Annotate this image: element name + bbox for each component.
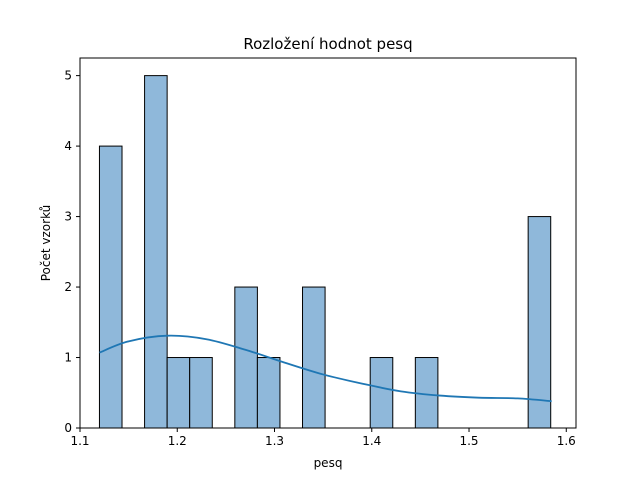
x-tick-label: 1.5 [459, 434, 478, 448]
y-tick-label: 1 [64, 351, 72, 365]
x-tick-label: 1.2 [168, 434, 187, 448]
y-tick-label: 3 [64, 210, 72, 224]
histogram-bar [369, 357, 394, 429]
plot-area-frame [79, 57, 577, 429]
bars-group [98, 75, 552, 429]
histogram-bar [234, 286, 258, 429]
y-tick-label: 5 [64, 69, 72, 83]
histogram-bar [166, 357, 191, 429]
y-tick-label: 4 [64, 139, 72, 153]
y-tick-label: 2 [64, 280, 72, 294]
x-tick-label: 1.1 [70, 434, 89, 448]
x-tick-label: 1.4 [362, 434, 381, 448]
kde-group [99, 334, 552, 403]
x-axis-label: pesq [314, 456, 343, 470]
histogram-bar [256, 357, 281, 429]
y-axis-ticks: 0 1 2 3 4 5 [64, 69, 80, 435]
chart-title: Rozložení hodnot pesq [243, 35, 412, 53]
x-axis-ticks: 1.1 1.2 1.3 1.4 1.5 1.6 [70, 428, 576, 448]
x-tick-label: 1.3 [265, 434, 284, 448]
x-tick-label: 1.6 [557, 434, 576, 448]
histogram-bar [527, 216, 552, 429]
histogram-bar [144, 75, 168, 429]
y-axis-label: Počet vzorků [39, 205, 53, 282]
kde-line [99, 334, 552, 403]
histogram-bar [98, 145, 123, 429]
histogram-bar [302, 286, 326, 429]
y-tick-label: 0 [64, 421, 72, 435]
histogram-bar [189, 357, 213, 429]
